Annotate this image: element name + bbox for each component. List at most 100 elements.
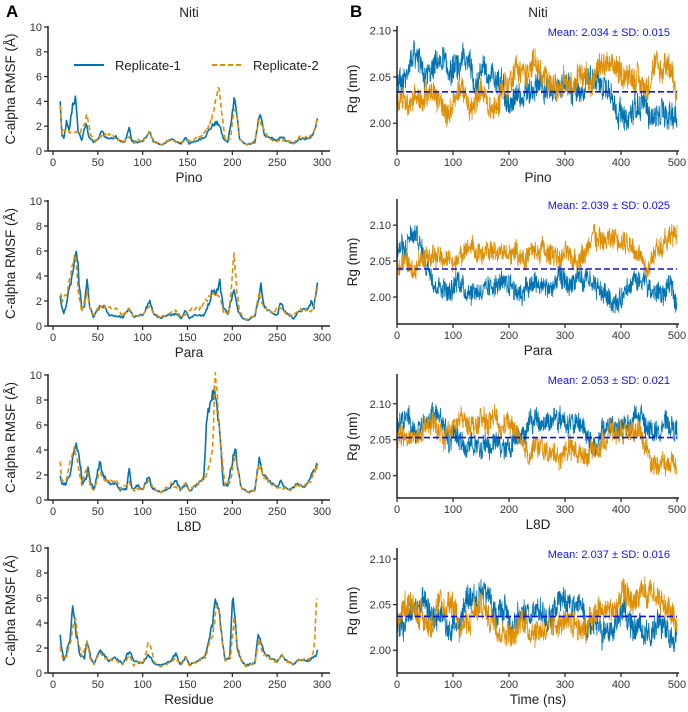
chart-panel-b-2: Mean: 2.053 ± SD: 0.021 0 100 200 300 400 500 2… [345, 374, 686, 532]
x-axis-label: L8D [177, 519, 202, 534]
x-tick-label: 200 [500, 504, 518, 516]
y-tick-label: 4 [36, 618, 42, 630]
x-tick-label: 500 [668, 504, 686, 516]
y-axis-label: Rg (nm) [345, 65, 360, 114]
x-tick-label: 50 [92, 332, 104, 344]
x-tick-label: 50 [92, 506, 104, 518]
x-tick-label: 150 [178, 679, 196, 691]
x-tick-label: 300 [556, 157, 574, 169]
y-tick-label: 2.00 [370, 292, 391, 304]
y-tick-label: 2.00 [370, 645, 391, 657]
y-tick-label: 2 [36, 643, 42, 655]
x-axis-label: Pino [175, 170, 202, 185]
y-axis-label: Rg (nm) [345, 587, 360, 636]
legend-rep2-label: Replicate-2 [253, 58, 319, 73]
rmsf-line-replicate-2 [59, 87, 319, 146]
mean-annotation: Mean: 2.034 ± SD: 0.015 [548, 27, 670, 39]
y-tick-label: 2.05 [370, 256, 391, 268]
x-tick-label: 300 [556, 679, 574, 691]
legend-rep1-label: Replicate-1 [115, 58, 181, 73]
y-tick-label: 2.05 [370, 72, 391, 84]
x-tick-label: 100 [133, 157, 151, 169]
x-tick-label: 100 [133, 679, 151, 691]
chart-panel-a-3: 0 50 100 150 200 250 300 0 2 4 6 8 10 Residue C-alpha … [3, 543, 331, 707]
y-tick-label: 2 [36, 296, 42, 308]
y-tick-label: 10 [30, 196, 42, 208]
x-tick-label: 0 [394, 504, 400, 516]
x-tick-label: 400 [612, 504, 630, 516]
x-tick-label: 100 [444, 330, 462, 342]
x-tick-label: 250 [268, 679, 286, 691]
x-tick-label: 400 [612, 330, 630, 342]
x-tick-label: 0 [50, 506, 56, 518]
y-tick-label: 0 [36, 321, 42, 333]
y-tick-label: 10 [30, 22, 42, 34]
panel-letter-b: B [350, 2, 362, 21]
y-tick-label: 0 [36, 495, 42, 507]
x-tick-label: 150 [178, 506, 196, 518]
x-axis-label: Residue [164, 692, 214, 707]
y-tick-label: 2.10 [370, 26, 391, 38]
rmsf-line-replicate-1 [59, 95, 319, 146]
x-tick-label: 400 [612, 157, 630, 169]
x-tick-label: 400 [612, 679, 630, 691]
x-tick-label: 200 [223, 332, 241, 344]
x-tick-label: 300 [313, 157, 331, 169]
mean-annotation: Mean: 2.037 ± SD: 0.016 [548, 549, 670, 561]
x-axis-label: Para [524, 343, 553, 358]
chart-panel-a-0: Niti 0 50 100 150 200 250 300 0 2 4 6 8 10 Pino C-alpha… [3, 5, 331, 185]
y-axis-label: C-alpha RMSF (Å) [3, 555, 18, 666]
rg-line-replicate-1 [396, 225, 678, 314]
y-axis-label: C-alpha RMSF (Å) [3, 382, 18, 493]
y-tick-label: 6 [36, 72, 42, 84]
y-axis-label: C-alpha RMSF (Å) [3, 33, 18, 144]
panel-letter-a: A [6, 2, 18, 21]
x-tick-label: 200 [223, 679, 241, 691]
y-tick-label: 8 [36, 221, 42, 233]
x-tick-label: 250 [268, 506, 286, 518]
chart-title: Niti [179, 5, 199, 20]
rg-line-replicate-2 [396, 403, 678, 477]
x-tick-label: 100 [444, 157, 462, 169]
x-axis-label: L8D [526, 517, 551, 532]
x-tick-label: 100 [133, 332, 151, 344]
y-tick-label: 2.05 [370, 600, 391, 612]
x-tick-label: 50 [92, 679, 104, 691]
x-tick-label: 100 [444, 679, 462, 691]
mean-annotation: Mean: 2.053 ± SD: 0.021 [548, 375, 670, 387]
rmsf-line-replicate-1 [59, 250, 319, 322]
rg-line-replicate-2 [396, 48, 678, 128]
y-tick-label: 10 [30, 543, 42, 555]
y-tick-label: 6 [36, 246, 42, 258]
y-axis-label: C-alpha RMSF (Å) [3, 208, 18, 319]
y-tick-label: 4 [36, 96, 42, 108]
x-tick-label: 300 [313, 332, 331, 344]
y-axis-label: Rg (nm) [345, 412, 360, 461]
x-tick-label: 200 [223, 157, 241, 169]
rg-line-replicate-1 [396, 579, 678, 653]
x-tick-label: 200 [500, 330, 518, 342]
x-tick-label: 250 [268, 332, 286, 344]
y-tick-label: 2 [36, 121, 42, 133]
x-tick-label: 300 [556, 504, 574, 516]
x-tick-label: 50 [92, 157, 104, 169]
y-tick-label: 10 [30, 370, 42, 382]
chart-panel-a-2: 0 50 100 150 200 250 300 0 2 4 6 8 10 L8D C-alpha RMSF… [3, 370, 331, 534]
y-tick-label: 2.10 [370, 554, 391, 566]
x-tick-label: 0 [394, 679, 400, 691]
y-tick-label: 8 [36, 395, 42, 407]
chart-panel-b-1: Mean: 2.039 ± SD: 0.025 0 100 200 300 400 500 2… [345, 199, 686, 358]
x-tick-label: 0 [50, 157, 56, 169]
y-tick-label: 2.10 [370, 399, 391, 411]
x-tick-label: 100 [133, 506, 151, 518]
x-tick-label: 0 [50, 679, 56, 691]
chart-title: Niti [528, 5, 548, 20]
x-tick-label: 200 [223, 506, 241, 518]
rmsf-line-replicate-2 [59, 252, 319, 321]
x-tick-label: 300 [313, 679, 331, 691]
y-tick-label: 2.05 [370, 435, 391, 447]
y-tick-label: 2 [36, 470, 42, 482]
